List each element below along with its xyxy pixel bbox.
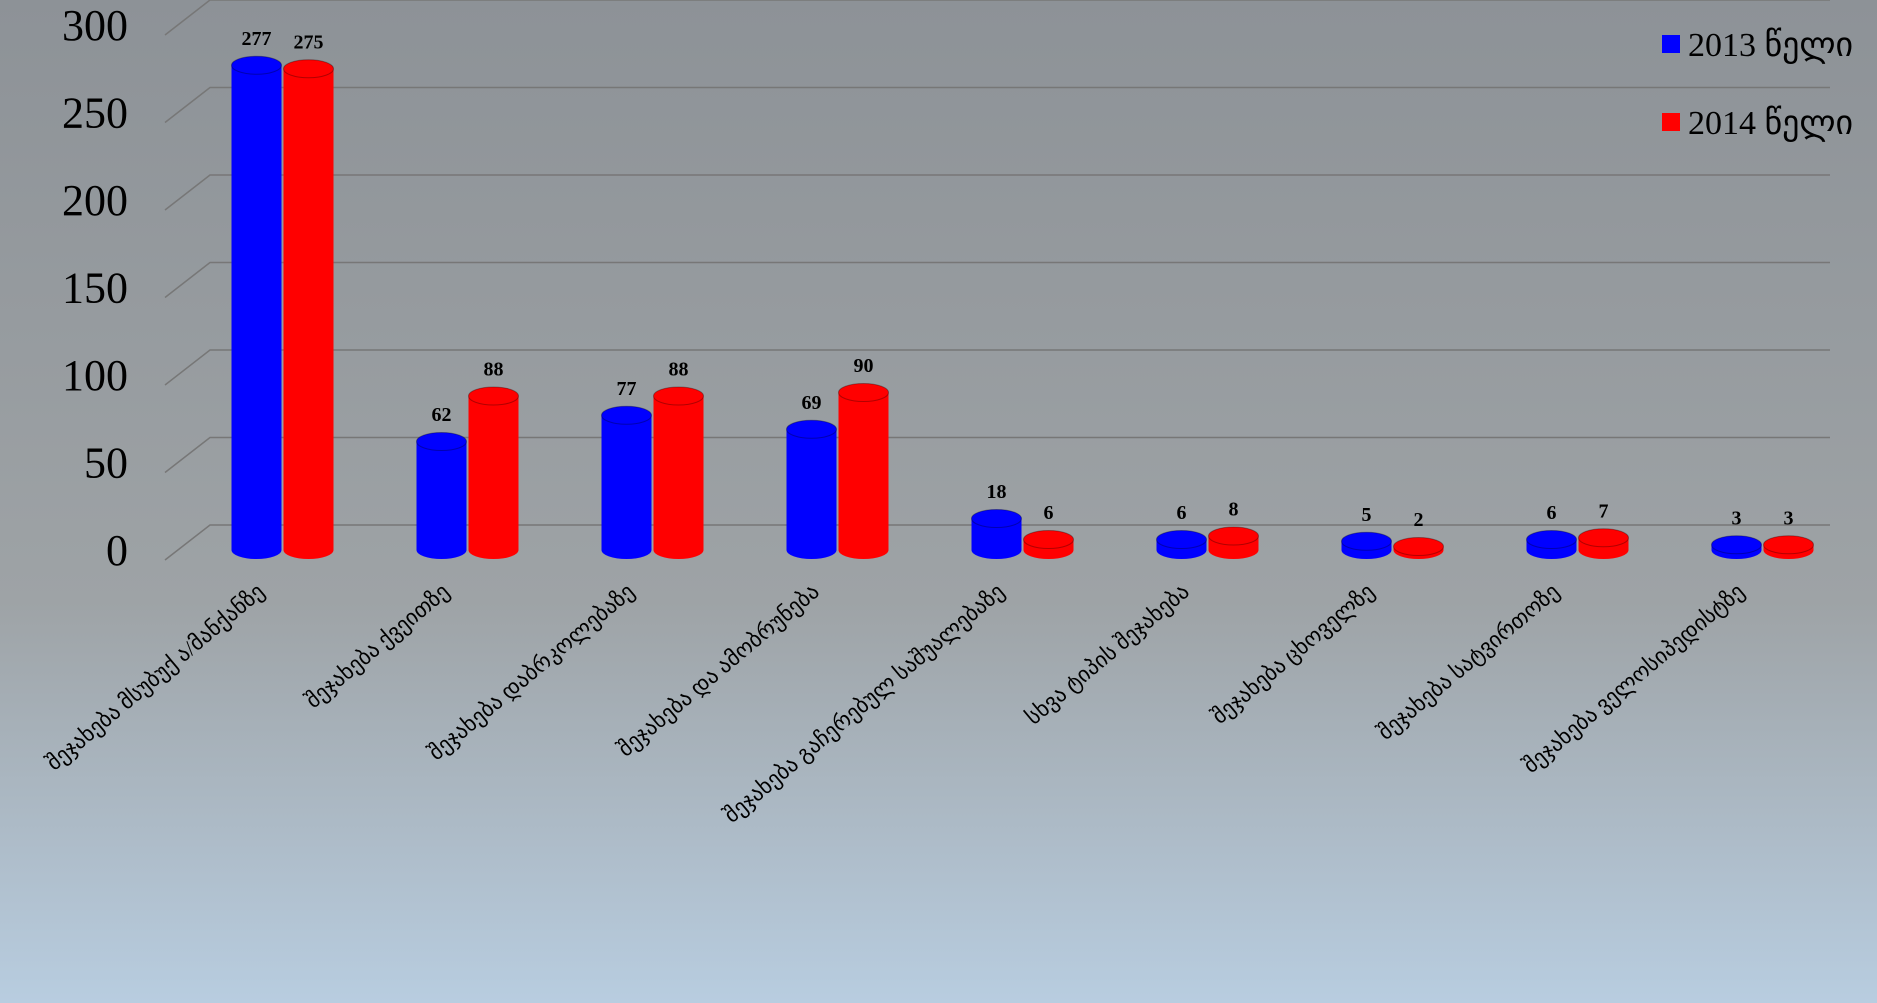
- y-tick-label: 200: [62, 176, 128, 225]
- y-tick-label: 150: [62, 264, 128, 313]
- data-label: 275: [294, 31, 324, 53]
- data-label: 7: [1599, 500, 1609, 522]
- bar-cap: [1711, 535, 1762, 555]
- data-label: 3: [1784, 507, 1794, 529]
- grid-line: [164, 86, 1830, 124]
- bar-cap: [838, 383, 889, 402]
- data-label: 88: [484, 359, 504, 381]
- bar: [416, 441, 467, 550]
- data-label: 3: [1732, 507, 1742, 529]
- y-tick-label: 100: [62, 351, 128, 400]
- bar-cap: [786, 419, 837, 439]
- grid-line: [164, 524, 1830, 561]
- grid-line: [164, 174, 1830, 211]
- data-label: 5: [1362, 504, 1372, 526]
- data-label: 8: [1229, 499, 1239, 521]
- data-label: 18: [987, 481, 1007, 503]
- bar-cap: [231, 55, 282, 75]
- data-label: 6: [1547, 502, 1557, 524]
- bar: [468, 396, 519, 550]
- bar-cap: [283, 59, 334, 79]
- grid-line: [164, 261, 1830, 299]
- data-label: 6: [1044, 502, 1054, 524]
- data-label: 88: [669, 359, 689, 381]
- bar: [838, 392, 889, 550]
- bar: [601, 415, 652, 550]
- grid-line: [164, 0, 1830, 36]
- bar-cap: [1763, 535, 1814, 555]
- y-tick-label: 50: [84, 439, 128, 488]
- bar-cap: [1526, 530, 1577, 549]
- y-tick-label: 0: [106, 526, 128, 575]
- data-label: 69: [802, 392, 822, 414]
- bar-cap: [601, 405, 652, 425]
- data-label: 77: [617, 378, 637, 400]
- bar-cap: [1208, 526, 1259, 546]
- y-tick-label: 300: [62, 1, 128, 50]
- bar-cap: [468, 386, 519, 406]
- bar-cap: [1156, 530, 1207, 549]
- data-label: 62: [432, 404, 452, 426]
- bar-cap: [1023, 530, 1074, 549]
- legend-label: 2013 წელი: [1688, 27, 1853, 65]
- bar: [283, 68, 334, 550]
- bar-cap: [416, 432, 467, 451]
- data-label: 6: [1177, 502, 1187, 524]
- data-label: 277: [242, 28, 272, 50]
- bar-cap: [1393, 537, 1444, 556]
- legend-swatch: [1662, 113, 1680, 131]
- grid-line: [164, 349, 1830, 386]
- bar: [231, 65, 282, 550]
- bar: [653, 396, 704, 550]
- y-tick-label: 250: [62, 89, 128, 138]
- bar-cap: [653, 386, 704, 406]
- bar-cap: [1341, 531, 1392, 551]
- legend-swatch: [1662, 35, 1680, 53]
- bar: [786, 429, 837, 550]
- grid-line: [164, 436, 1830, 474]
- bar-cap: [971, 509, 1022, 528]
- data-label: 2: [1414, 509, 1424, 531]
- data-label: 90: [854, 355, 874, 377]
- legend-label: 2014 წელი: [1688, 105, 1853, 143]
- bar-cap: [1578, 528, 1629, 548]
